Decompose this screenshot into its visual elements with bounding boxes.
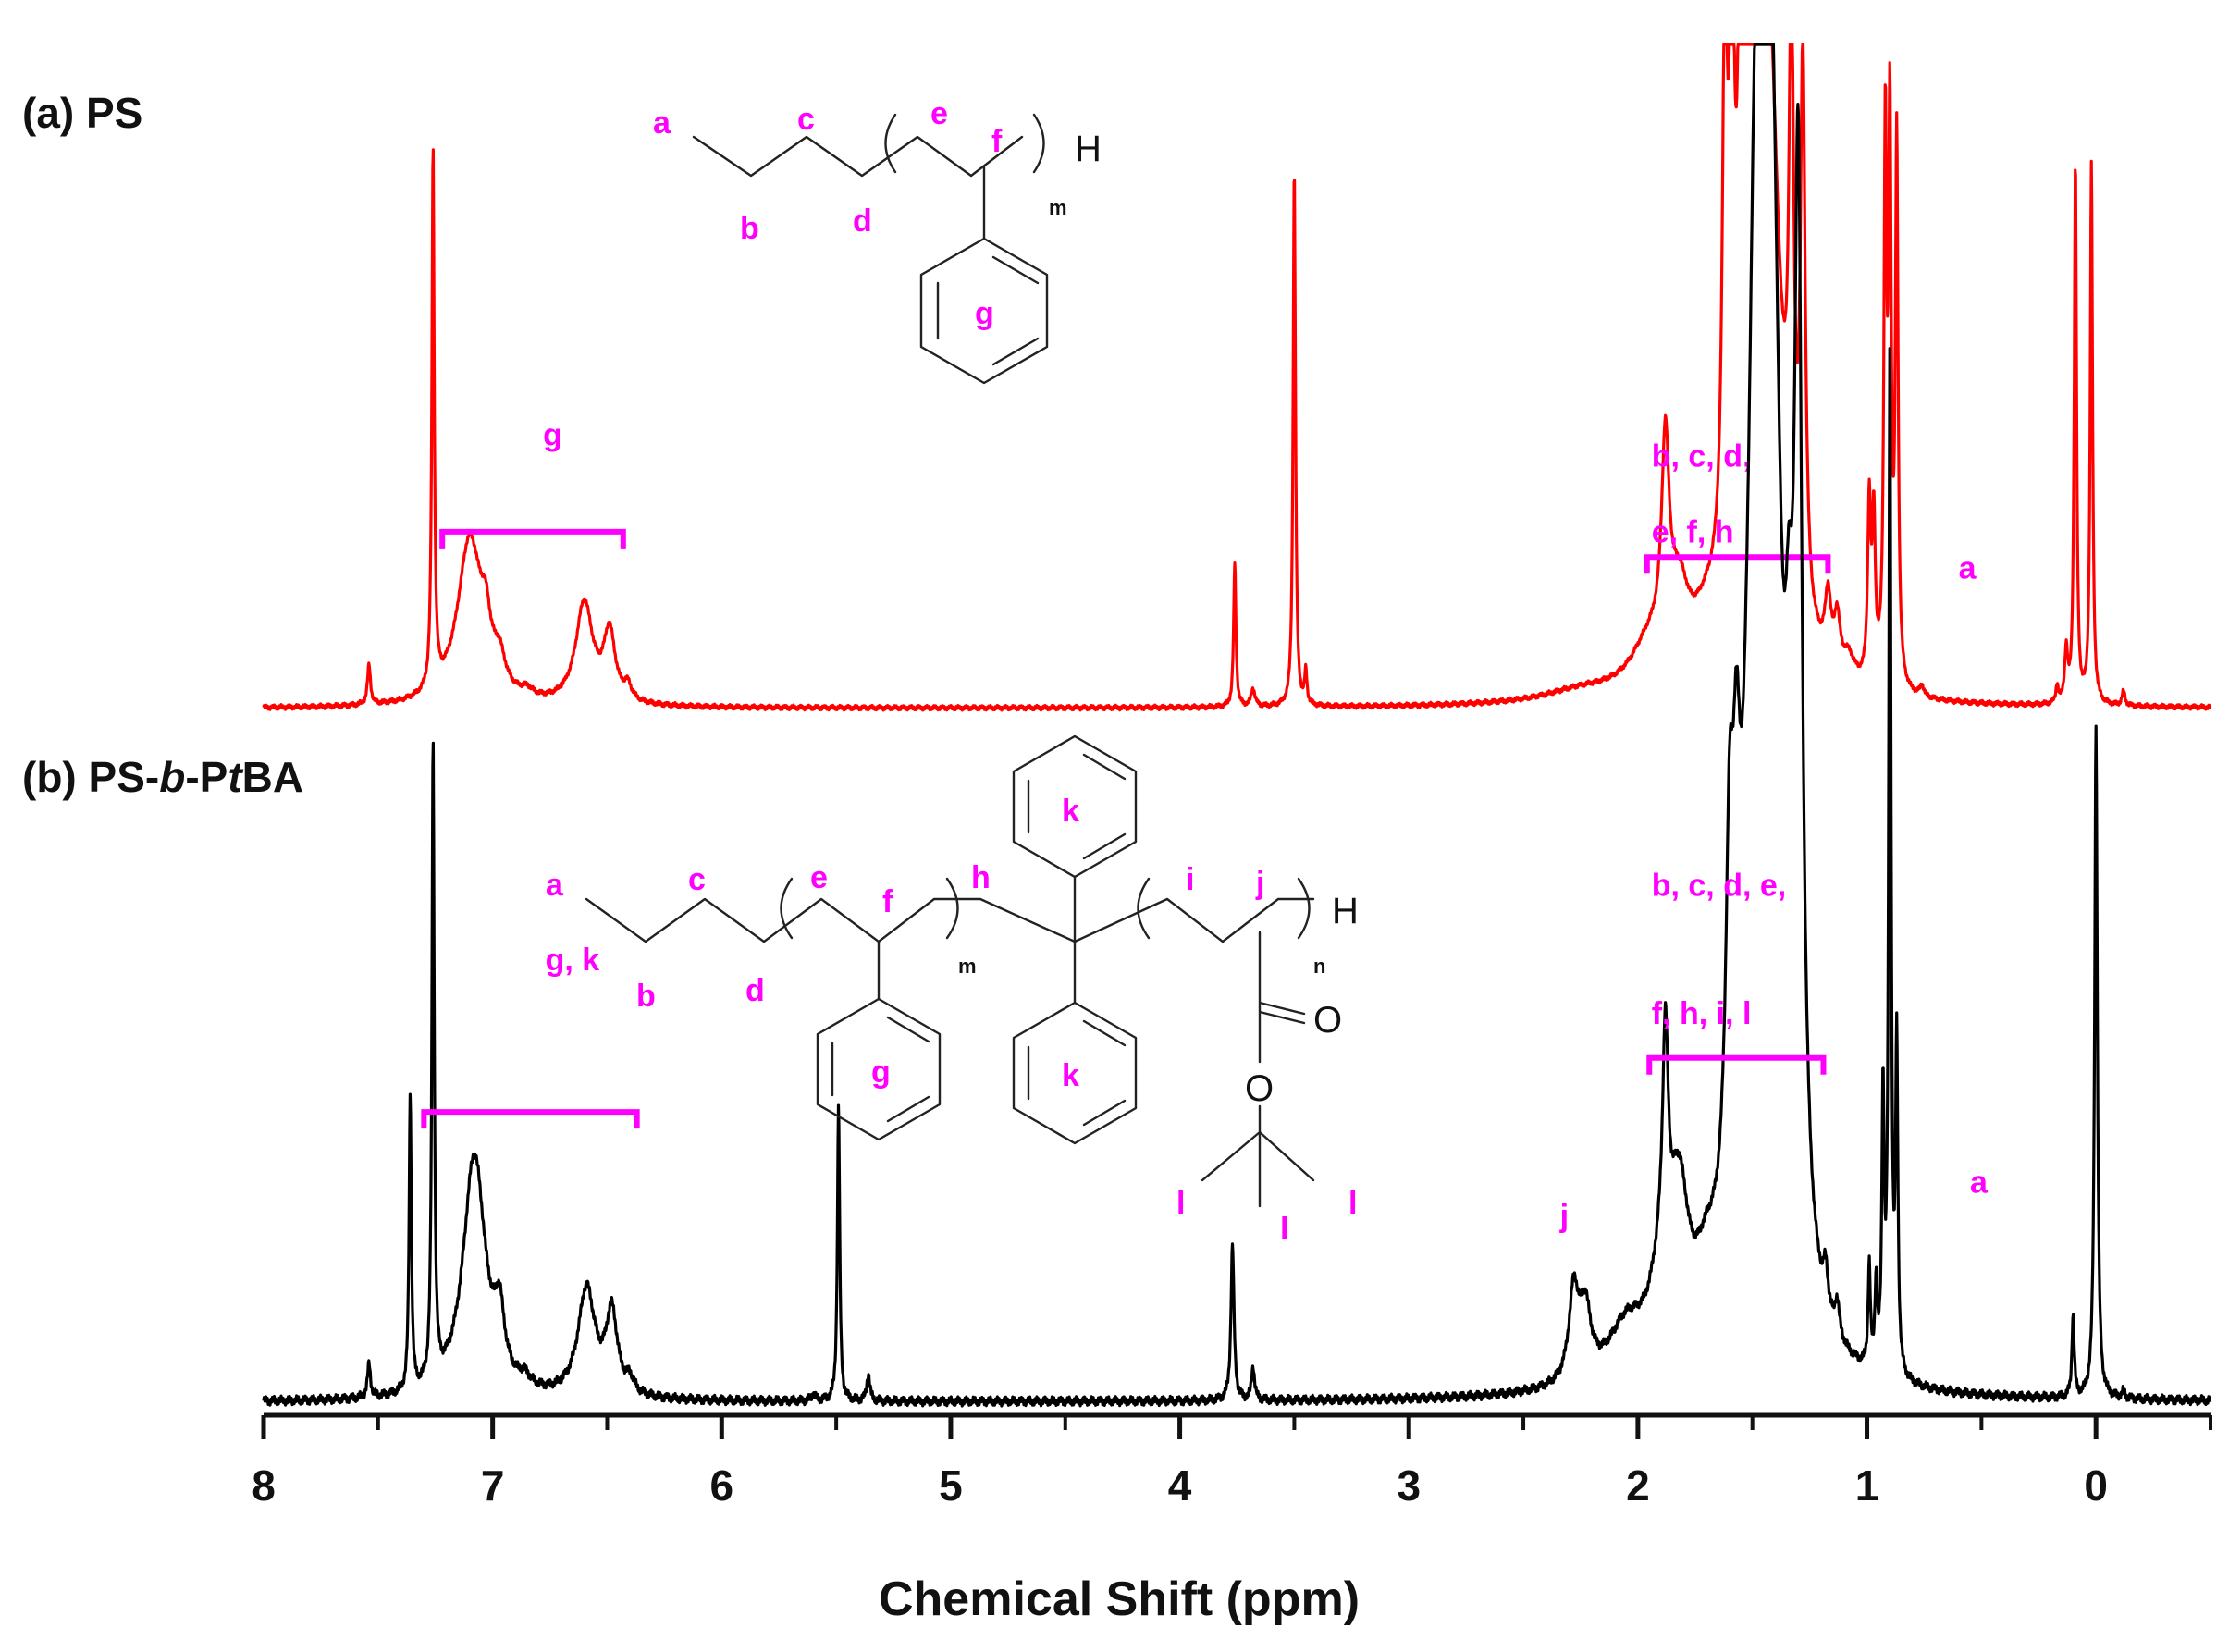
panel-a-label: (a) PS xyxy=(22,89,142,137)
structure-a-chain xyxy=(692,135,1024,178)
structure-b-phenyl-k-bottom-inner xyxy=(1027,1019,1127,1127)
x-tick-label: 4 xyxy=(1168,1461,1192,1510)
panel-a: (a) PS g b, c, d, e, f, h a H m a c e f b d… xyxy=(22,43,2212,712)
structure-b-subscript-n: n xyxy=(1313,955,1325,978)
structure-b-bracket-n-left xyxy=(1137,877,1151,940)
structure-b-hydrogen: H xyxy=(1332,891,1359,931)
structure-a-bracket-left xyxy=(884,113,897,174)
peak-annotation-b-4: a xyxy=(1970,1165,1989,1201)
structure-b-ester-bonds xyxy=(1258,931,1306,1064)
structure-a-phenyl-inner xyxy=(936,255,1040,366)
x-tick-label: 7 xyxy=(481,1461,505,1510)
structure-b-bracket-m-right xyxy=(945,877,959,940)
x-tick-label: 5 xyxy=(939,1461,963,1510)
peak-annotation-b-1: b, c, d, e, xyxy=(1652,869,1786,904)
structure-b-phenyl-g xyxy=(816,997,942,1141)
structure-b-ester-o: O xyxy=(1245,1068,1274,1109)
structure-b-phenyl-k-top xyxy=(1012,734,1138,879)
peak-annotation-a-3: a xyxy=(1959,551,1977,586)
peak-annotation-a-0: g xyxy=(543,417,562,452)
structure-b-label-l-1: l xyxy=(1176,1186,1185,1221)
structure-a: H m a c e f b d g xyxy=(653,96,1102,385)
structure-b-label-d: d xyxy=(745,973,765,1008)
structure-a-label-b: b xyxy=(740,211,759,246)
structure-a-hydrogen: H xyxy=(1075,129,1102,169)
panel-b: (b) PS-b-PtBA g, k b, c, d, e, f, h, i, l j… xyxy=(22,43,2212,1408)
structure-b-label-a: a xyxy=(546,868,564,903)
annotations-a: g b, c, d, e, f, h a xyxy=(543,417,1977,586)
structure-a-subscript-m: m xyxy=(1049,196,1067,219)
structure-b: O O H m n a c e f h k i j b d g k l l l xyxy=(546,734,1359,1247)
x-tick-label: 1 xyxy=(1855,1461,1879,1510)
x-axis-ticks: 8 7 6 5 4 3 2 1 0 xyxy=(252,1415,2212,1510)
peak-annotation-b-3: j xyxy=(1559,1199,1569,1234)
structure-b-label-e: e xyxy=(810,860,828,895)
structure-b-phenyl-g-inner xyxy=(831,1016,930,1123)
spectrum-b-line xyxy=(262,43,2212,1408)
integration-bracket-b-0 xyxy=(421,1109,640,1129)
structure-b-label-k-bottom: k xyxy=(1062,1058,1079,1093)
peak-annotation-b-2: f, h, i, l xyxy=(1652,996,1752,1031)
x-axis-title: Chemical Shift (ppm) xyxy=(879,1572,1360,1626)
x-axis: 8 7 6 5 4 3 2 1 0 Chemical Shift (ppm) xyxy=(252,1412,2212,1626)
structure-b-bracket-n-right xyxy=(1297,877,1311,940)
x-tick-label: 3 xyxy=(1397,1461,1421,1510)
structure-b-label-f: f xyxy=(882,884,893,919)
x-tick-label: 0 xyxy=(2084,1461,2108,1510)
peak-annotation-a-1: b, c, d, xyxy=(1652,439,1752,475)
structure-a-phenyl-ring xyxy=(919,237,1049,385)
structure-b-tbutyl-bonds xyxy=(1201,1104,1315,1208)
structure-b-label-k-top: k xyxy=(1062,794,1079,829)
structure-b-subscript-m: m xyxy=(958,955,977,978)
structure-b-label-j: j xyxy=(1255,866,1264,901)
peak-annotation-a-2: e, f, h xyxy=(1652,515,1734,550)
structure-b-label-b: b xyxy=(636,979,656,1014)
structure-b-chain xyxy=(585,897,1315,943)
panel-b-label: (b) PS-b-PtBA xyxy=(22,753,303,801)
structure-a-label-g: g xyxy=(975,296,994,331)
structure-b-label-l-2: l xyxy=(1280,1212,1288,1247)
structure-a-label-c: c xyxy=(797,102,815,137)
peak-annotation-b-0: g, k xyxy=(546,943,600,978)
integration-bracket-b-1 xyxy=(1646,1054,1827,1075)
structure-b-label-c: c xyxy=(688,862,706,897)
structure-b-bracket-m-left xyxy=(780,877,794,940)
brackets-b xyxy=(421,1054,1827,1129)
structure-b-label-i: i xyxy=(1186,862,1194,897)
integration-bracket-a-1 xyxy=(1644,554,1831,574)
structure-b-phenyl-k-bottom xyxy=(1012,1001,1138,1145)
structure-b-label-l-3: l xyxy=(1348,1186,1357,1221)
structure-a-bracket-right xyxy=(1032,113,1045,174)
annotations-b: g, k b, c, d, e, f, h, i, l j a xyxy=(546,869,1989,1235)
structure-a-label-a: a xyxy=(653,105,671,141)
integration-bracket-a-0 xyxy=(439,528,626,549)
spectrum-a-line xyxy=(262,43,2212,712)
structure-b-label-g: g xyxy=(871,1054,891,1090)
x-tick-label: 2 xyxy=(1626,1461,1650,1510)
structure-b-carbonyl-o: O xyxy=(1313,1000,1342,1041)
structure-b-phenyl-k-top-inner xyxy=(1027,753,1127,860)
structure-b-label-h: h xyxy=(971,860,991,895)
structure-a-label-f: f xyxy=(991,124,1003,159)
brackets-a xyxy=(439,528,1831,574)
structure-a-label-e: e xyxy=(930,96,948,131)
structure-a-label-d: d xyxy=(853,203,872,239)
x-tick-label: 8 xyxy=(252,1461,276,1510)
x-tick-label: 6 xyxy=(709,1461,733,1510)
